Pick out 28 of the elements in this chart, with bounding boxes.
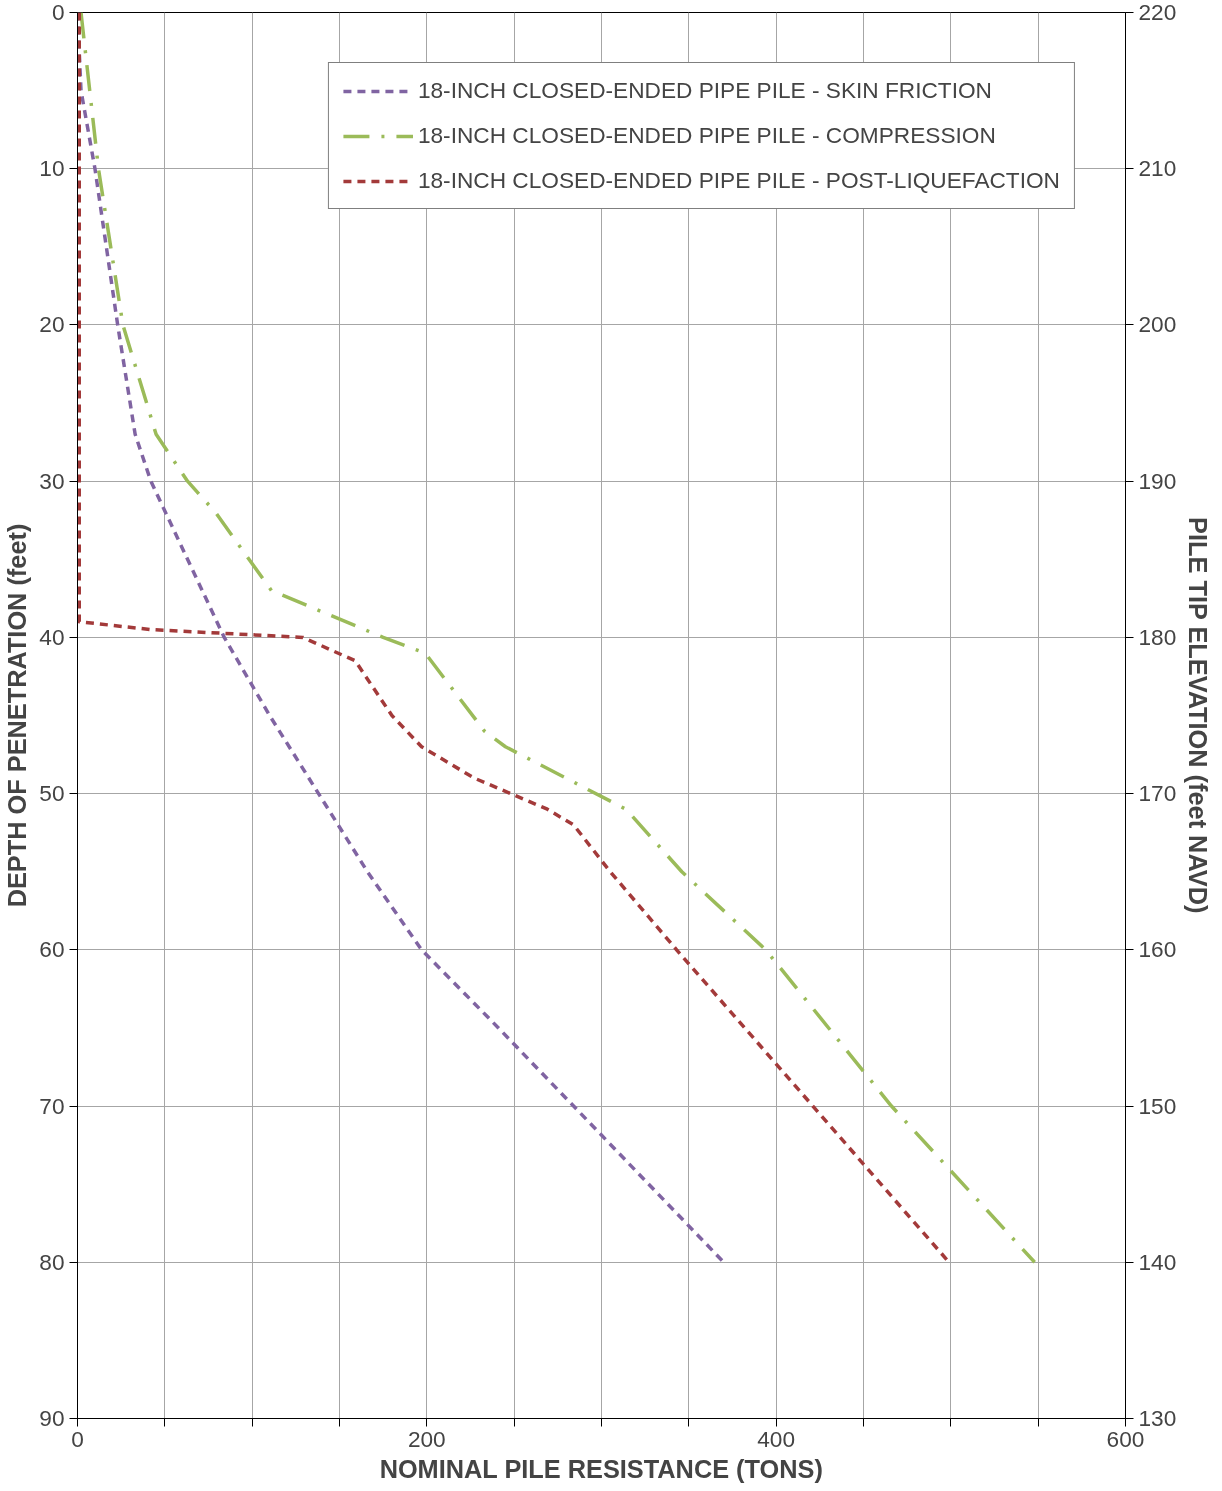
- y2-tick-label: 170: [1138, 780, 1177, 807]
- x-tick-label: 400: [757, 1425, 796, 1452]
- y-tick-label: 80: [39, 1248, 65, 1275]
- y2-tick-label: 150: [1138, 1092, 1177, 1119]
- y-tick-label: 60: [39, 936, 65, 963]
- y2-tick-label: 200: [1138, 311, 1177, 338]
- y2-tick-label: 210: [1138, 155, 1177, 182]
- y2-tick-label: 160: [1138, 936, 1177, 963]
- y-tick-label: 20: [39, 311, 65, 338]
- y-tick-label: 70: [39, 1092, 65, 1119]
- y2-tick-label: 140: [1138, 1248, 1177, 1275]
- y-tick-label: 0: [51, 0, 65, 25]
- x-axis-title: NOMINAL PILE RESISTANCE (TONS): [379, 1454, 823, 1483]
- y-tick-label: 10: [39, 155, 65, 182]
- x-tick-label: 200: [407, 1425, 446, 1452]
- y2-axis-title: PILE TIP ELEVATION (feet NAVD): [1184, 517, 1213, 914]
- y-axis-title: DEPTH OF PENETRATION (feet): [3, 523, 32, 908]
- y-tick-label: 90: [39, 1405, 65, 1431]
- y2-tick-label: 180: [1138, 623, 1177, 650]
- legend-label: 18-INCH CLOSED-ENDED PIPE PILE - COMPRESSION: [417, 122, 996, 149]
- y2-tick-label: 190: [1138, 467, 1177, 494]
- legend-label: 18-INCH CLOSED-ENDED PIPE PILE - POST-LIQUEFACTION: [417, 167, 1060, 194]
- y-tick-label: 30: [39, 467, 65, 494]
- legend-label: 18-INCH CLOSED-ENDED PIPE PILE - SKIN FRICTION: [417, 77, 992, 104]
- x-tick-label: 0: [71, 1425, 84, 1452]
- y-tick-label: 40: [39, 623, 65, 650]
- y2-tick-label: 220: [1138, 0, 1177, 25]
- y-tick-label: 50: [39, 780, 65, 807]
